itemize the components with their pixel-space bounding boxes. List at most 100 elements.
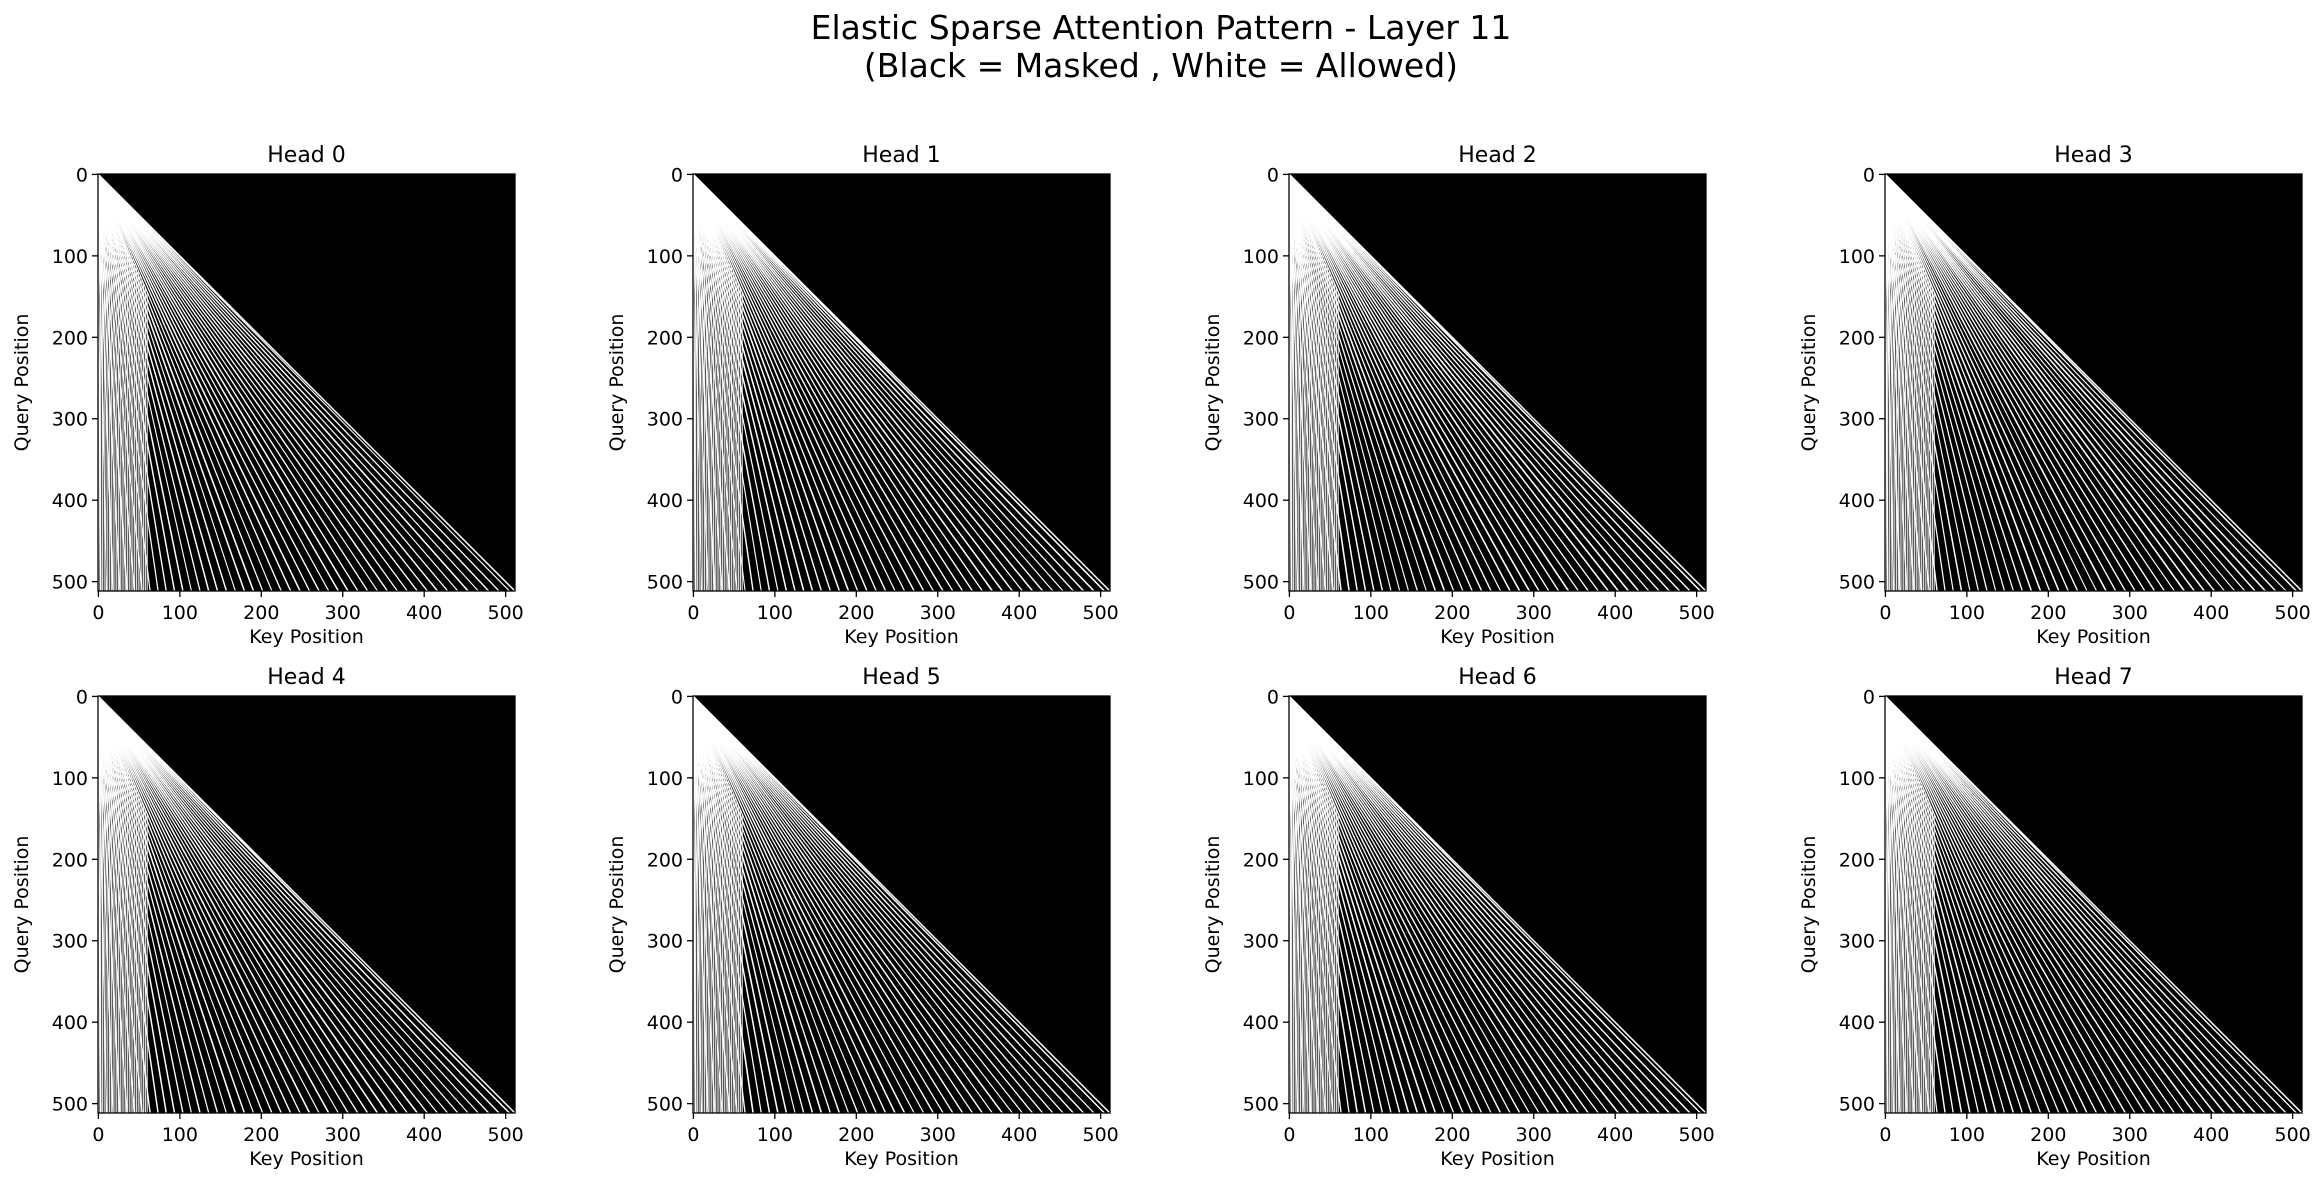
heatmap-cell-line xyxy=(98,696,379,1113)
x-tick-label: 400 xyxy=(406,602,442,624)
x-tick-label: 100 xyxy=(162,602,198,624)
y-axis-label: Query Position xyxy=(1202,836,1224,974)
heatmap-cell-line xyxy=(98,174,469,591)
y-axis-label: Query Position xyxy=(11,314,33,452)
heatmap-cell-line xyxy=(98,696,490,1113)
heatmap-cell-line xyxy=(98,696,389,1113)
heatmap-cell-line xyxy=(1289,696,1560,1113)
heatmap-cell-line xyxy=(98,174,282,591)
heatmap-cell-line xyxy=(1289,696,1464,1113)
x-tick-label: 300 xyxy=(920,602,956,624)
heatmap-cell-line xyxy=(1885,174,2156,591)
heatmap-cell-line xyxy=(1289,174,1550,591)
heatmap-image xyxy=(1289,174,1706,591)
y-tick-label: 0 xyxy=(1863,164,1875,186)
heatmap-cell-line xyxy=(1885,696,2185,1113)
heatmap-cell-line xyxy=(98,696,449,1113)
heatmap-cell-line xyxy=(1289,174,1570,591)
heatmap-cell-line xyxy=(1289,696,1681,1113)
heatmap-image xyxy=(1885,174,2302,591)
y-tick-label: 500 xyxy=(1839,1094,1875,1116)
heatmap-cell-line xyxy=(98,174,369,591)
x-tick-label: 200 xyxy=(1434,602,1470,624)
heatmap-cell-line xyxy=(1289,174,1511,591)
heatmap-cell-line xyxy=(693,696,1034,1113)
x-tick-label: 400 xyxy=(1001,1124,1037,1146)
x-axis-label: Key Position xyxy=(1440,626,1554,648)
x-tick-label: 400 xyxy=(1001,602,1037,624)
y-tick-label: 400 xyxy=(1839,490,1875,512)
panel-title: Head 5 xyxy=(862,665,941,690)
heatmap-cell-line xyxy=(693,696,964,1113)
y-tick-label: 500 xyxy=(1243,572,1279,594)
heatmap-cell-line xyxy=(98,174,311,591)
x-tick-label: 500 xyxy=(488,1124,524,1146)
heatmap-cell-line xyxy=(693,174,887,591)
x-axis-label: Key Position xyxy=(2036,1148,2150,1170)
heatmap-cell-line xyxy=(98,174,408,591)
heatmap-cell-line xyxy=(693,696,915,1113)
x-tick-label: 200 xyxy=(838,602,874,624)
heatmap-cell-line xyxy=(693,696,1064,1113)
y-tick-label: 400 xyxy=(1243,490,1279,512)
heatmap-cell-line xyxy=(693,174,1054,591)
heatmap-cell-line xyxy=(693,696,925,1113)
x-axis-label: Key Position xyxy=(249,1148,363,1170)
heatmap-cell-line xyxy=(1885,174,2136,591)
axes-frame xyxy=(1884,695,2303,1114)
heatmap-cell-line xyxy=(1289,174,1473,591)
heatmap-cell-line xyxy=(1289,174,1410,591)
y-tick-label: 100 xyxy=(1243,768,1279,790)
heatmap-cell-line xyxy=(1885,696,2216,1113)
panel-title: Head 0 xyxy=(267,143,346,168)
heatmap-cell-line xyxy=(98,174,349,591)
axes-frame xyxy=(692,173,1111,592)
x-tick-label: 0 xyxy=(1283,1124,1295,1146)
heatmap-cell-line xyxy=(693,174,954,591)
y-tick-label: 200 xyxy=(52,327,88,349)
heatmap-cell-line xyxy=(98,696,479,1113)
heatmap-cell-line xyxy=(1885,696,2205,1113)
heatmap-cell-line xyxy=(693,696,868,1113)
heatmap-image xyxy=(1289,696,1706,1113)
figure-title-line-1: Elastic Sparse Attention Pattern - Layer… xyxy=(810,8,1512,47)
x-tick-label: 400 xyxy=(1597,1124,1633,1146)
y-tick-label: 200 xyxy=(1243,849,1279,871)
heatmap-cell-line xyxy=(1885,174,2266,591)
heatmap-diagonal xyxy=(693,696,1110,1113)
heatmap-cell-line xyxy=(1885,174,2216,591)
heatmap-cell-line xyxy=(1885,174,2079,591)
heatmap-cell-line xyxy=(1885,174,2015,591)
heatmap-diagonal xyxy=(1885,696,2302,1113)
heatmap-diagonal xyxy=(1885,174,2302,591)
heatmap-masked-region xyxy=(99,174,515,590)
heatmap-cell-line xyxy=(98,174,273,591)
heatmap-cell-line xyxy=(693,174,1064,591)
heatmap-cell-line xyxy=(1885,696,2195,1113)
heatmap-cell-line xyxy=(1885,696,2127,1113)
heatmap-cell-line xyxy=(98,696,408,1113)
heatmap-cell-line xyxy=(1885,174,2246,591)
heatmap-cell-line xyxy=(1289,174,1521,591)
heatmap-cell-line xyxy=(1885,174,2060,591)
heatmap-cell-line xyxy=(1289,696,1650,1113)
heatmap-cell-line xyxy=(1289,174,1599,591)
y-tick-label: 500 xyxy=(1839,572,1875,594)
heatmap-cell-line xyxy=(98,174,292,591)
heatmap-cell-line xyxy=(693,696,1095,1113)
heatmap-diagonal xyxy=(1289,174,1706,591)
heatmap-cell-line xyxy=(693,696,1074,1113)
y-tick-label: 400 xyxy=(1839,1012,1875,1034)
heatmap-cell-line xyxy=(1289,696,1640,1113)
x-tick-label: 200 xyxy=(243,602,279,624)
heatmap-cell-line xyxy=(693,174,868,591)
heatmap-cell-line xyxy=(1885,696,2277,1113)
x-tick-label: 0 xyxy=(687,1124,699,1146)
axes-frame xyxy=(1884,173,2303,592)
y-tick-label: 0 xyxy=(671,686,683,708)
axes-frame xyxy=(1288,695,1707,1114)
heatmap-cell-line xyxy=(1885,174,2069,591)
